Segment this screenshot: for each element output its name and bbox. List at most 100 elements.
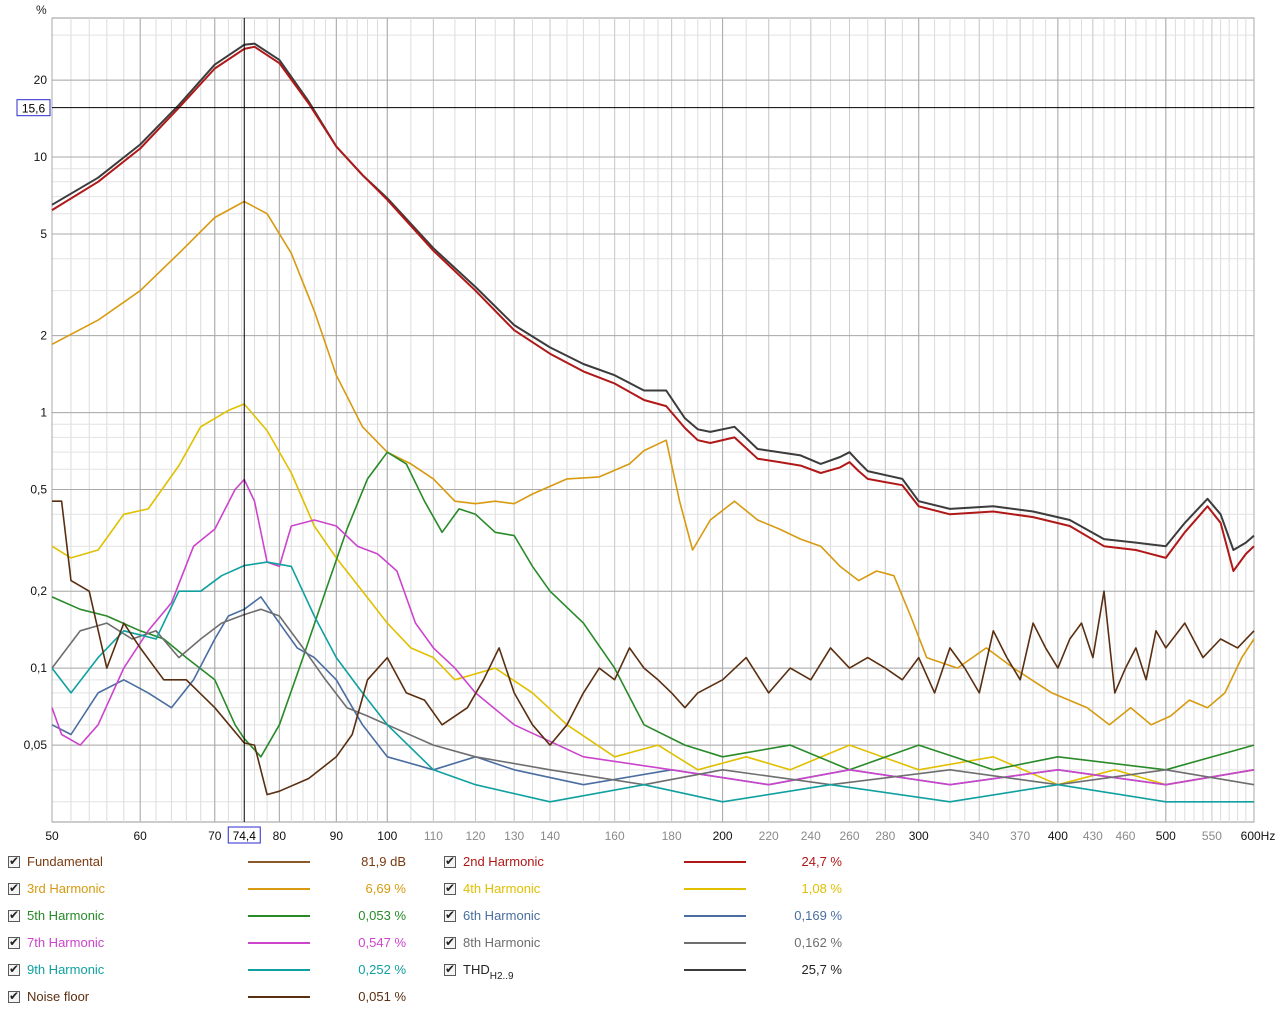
legend-item-h7: 7th Harmonic 0,547 % (8, 935, 428, 955)
x-tick-label: 280 (875, 829, 895, 843)
x-tick-label: 90 (330, 829, 344, 843)
y-tick-label: 5 (40, 227, 47, 241)
legend-swatch-h8 (684, 942, 746, 944)
legend-value-h4: 1,08 % (801, 881, 842, 896)
series-line-h5 (51, 451, 1255, 771)
legend-swatch-h2 (684, 861, 746, 863)
series-line-h4 (51, 403, 1255, 786)
x-tick-label: 260 (839, 829, 859, 843)
legend-label-subscript: H2..9 (489, 971, 514, 982)
legend-swatch-h4 (684, 888, 746, 890)
legend-swatch-h7 (248, 942, 310, 944)
legend-checkbox-fund[interactable] (8, 854, 20, 868)
x-tick-label: 80 (273, 829, 287, 843)
legend-value-thd: 25,7 % (801, 962, 842, 977)
legend-swatch-h6 (684, 915, 746, 917)
legend-checkbox-h8[interactable] (444, 935, 456, 949)
x-tick-label: 370 (1010, 829, 1030, 843)
legend-item-noise: Noise floor 0,051 % (8, 989, 428, 1009)
legend-swatch-h5 (248, 915, 310, 917)
legend-swatch-fund (248, 861, 310, 863)
x-tick-label: 240 (801, 829, 821, 843)
legend-item-h3: 3rd Harmonic 6,69 % (8, 881, 428, 901)
x-tick-label: 50 (45, 829, 59, 843)
x-tick-label: 300 (909, 829, 929, 843)
legend-value-noise: 0,051 % (358, 989, 406, 1004)
legend-label-h3: 3rd Harmonic (27, 881, 106, 896)
legend-swatch-thd (684, 969, 746, 971)
cursor-x-readout: 74,4 (233, 829, 257, 843)
legend-checkbox-h3[interactable] (8, 881, 20, 895)
y-unit-label: % (36, 3, 47, 17)
legend-label-h8: 8th Harmonic (463, 935, 541, 950)
distortion-chart[interactable]: % 15,674,4 50 60 70 80 90 100 110 120 130 140 160 1… (0, 0, 1280, 850)
x-tick-label: 140 (540, 829, 560, 843)
legend-checkbox-h5[interactable] (8, 908, 20, 922)
x-tick-label: 110 (424, 829, 443, 843)
legend-value-h8: 0,162 % (794, 935, 842, 950)
legend-label-h4: 4th Harmonic (463, 881, 541, 896)
legend-item-fund: Fundamental 81,9 dB (8, 854, 428, 874)
legend-checkbox-h4[interactable] (444, 881, 456, 895)
legend-item-h2: 2nd Harmonic 24,7 % (444, 854, 864, 874)
legend-checkbox-h7[interactable] (8, 935, 20, 949)
y-tick-label: 1 (40, 406, 47, 420)
series-line-thd (51, 42, 1255, 551)
legend-item-h8: 8th Harmonic 0,162 % (444, 935, 864, 955)
y-tick-label: 0,1 (30, 661, 47, 675)
legend-checkbox-h9[interactable] (8, 962, 20, 976)
x-tick-label: 120 (465, 829, 485, 843)
legend-checkbox-noise[interactable] (8, 989, 20, 1003)
legend-item-thd: THDH2..9 25,7 % (444, 962, 864, 982)
legend-label-h2: 2nd Harmonic (463, 854, 544, 869)
legend: Fundamental 81,9 dB 2nd Harmonic 24,7 % 3rd … (0, 850, 1280, 1020)
x-tick-label: 500 (1156, 829, 1176, 843)
legend-checkbox-thd[interactable] (444, 962, 456, 976)
x-tick-label: 60 (134, 829, 148, 843)
legend-value-h7: 0,547 % (358, 935, 406, 950)
legend-value-h6: 0,169 % (794, 908, 842, 923)
cursor-x-readout-box (227, 826, 261, 844)
legend-item-h4: 4th Harmonic 1,08 % (444, 881, 864, 901)
cursor-y-readout-box (16, 99, 51, 117)
series-line-h8 (51, 608, 1255, 786)
legend-label-h9: 9th Harmonic (27, 962, 105, 977)
cursor-y-readout: 15,6 (22, 102, 46, 116)
legend-item-h9: 9th Harmonic 0,252 % (8, 962, 428, 982)
legend-value-h2: 24,7 % (801, 854, 842, 869)
series-line-h9 (51, 561, 1254, 803)
x-tick-label: 100 (377, 829, 397, 843)
y-tick-label: 0,05 (24, 738, 48, 752)
legend-value-h3: 6,69 % (365, 881, 406, 896)
y-tick-label: 0,2 (30, 584, 47, 598)
legend-item-h6: 6th Harmonic 0,169 % (444, 908, 864, 928)
legend-item-h5: 5th Harmonic 0,053 % (8, 908, 428, 928)
legend-swatch-h9 (248, 969, 310, 971)
series-line-h7 (51, 478, 1255, 786)
legend-checkbox-h6[interactable] (444, 908, 456, 922)
series-line-h2 (51, 45, 1255, 572)
legend-swatch-h3 (248, 888, 310, 890)
series-line-h3 (51, 200, 1255, 726)
x-tick-label: 400 (1048, 829, 1068, 843)
x-tick-label: 220 (759, 829, 779, 843)
legend-swatch-noise (248, 996, 310, 998)
plot-area[interactable] (51, 17, 1255, 823)
legend-value-h5: 0,053 % (358, 908, 406, 923)
y-tick-label: 0,5 (30, 483, 47, 497)
legend-label-h5: 5th Harmonic (27, 908, 105, 923)
x-tick-label: 340 (969, 829, 989, 843)
x-tick-label: 70 (208, 829, 222, 843)
legend-checkbox-h2[interactable] (444, 854, 456, 868)
x-tick-label: 180 (662, 829, 682, 843)
x-tick-label: 550 (1202, 829, 1222, 843)
legend-label-noise: Noise floor (27, 989, 90, 1004)
series-line-noise (52, 500, 1255, 796)
x-tick-label: 130 (504, 829, 524, 843)
y-tick-label: 10 (34, 150, 48, 164)
legend-label-h6: 6th Harmonic (463, 908, 541, 923)
y-tick-label: 2 (40, 329, 47, 343)
legend-value-h9: 0,252 % (358, 962, 406, 977)
legend-label-fund: Fundamental (27, 854, 103, 869)
x-tick-label: 460 (1115, 829, 1135, 843)
